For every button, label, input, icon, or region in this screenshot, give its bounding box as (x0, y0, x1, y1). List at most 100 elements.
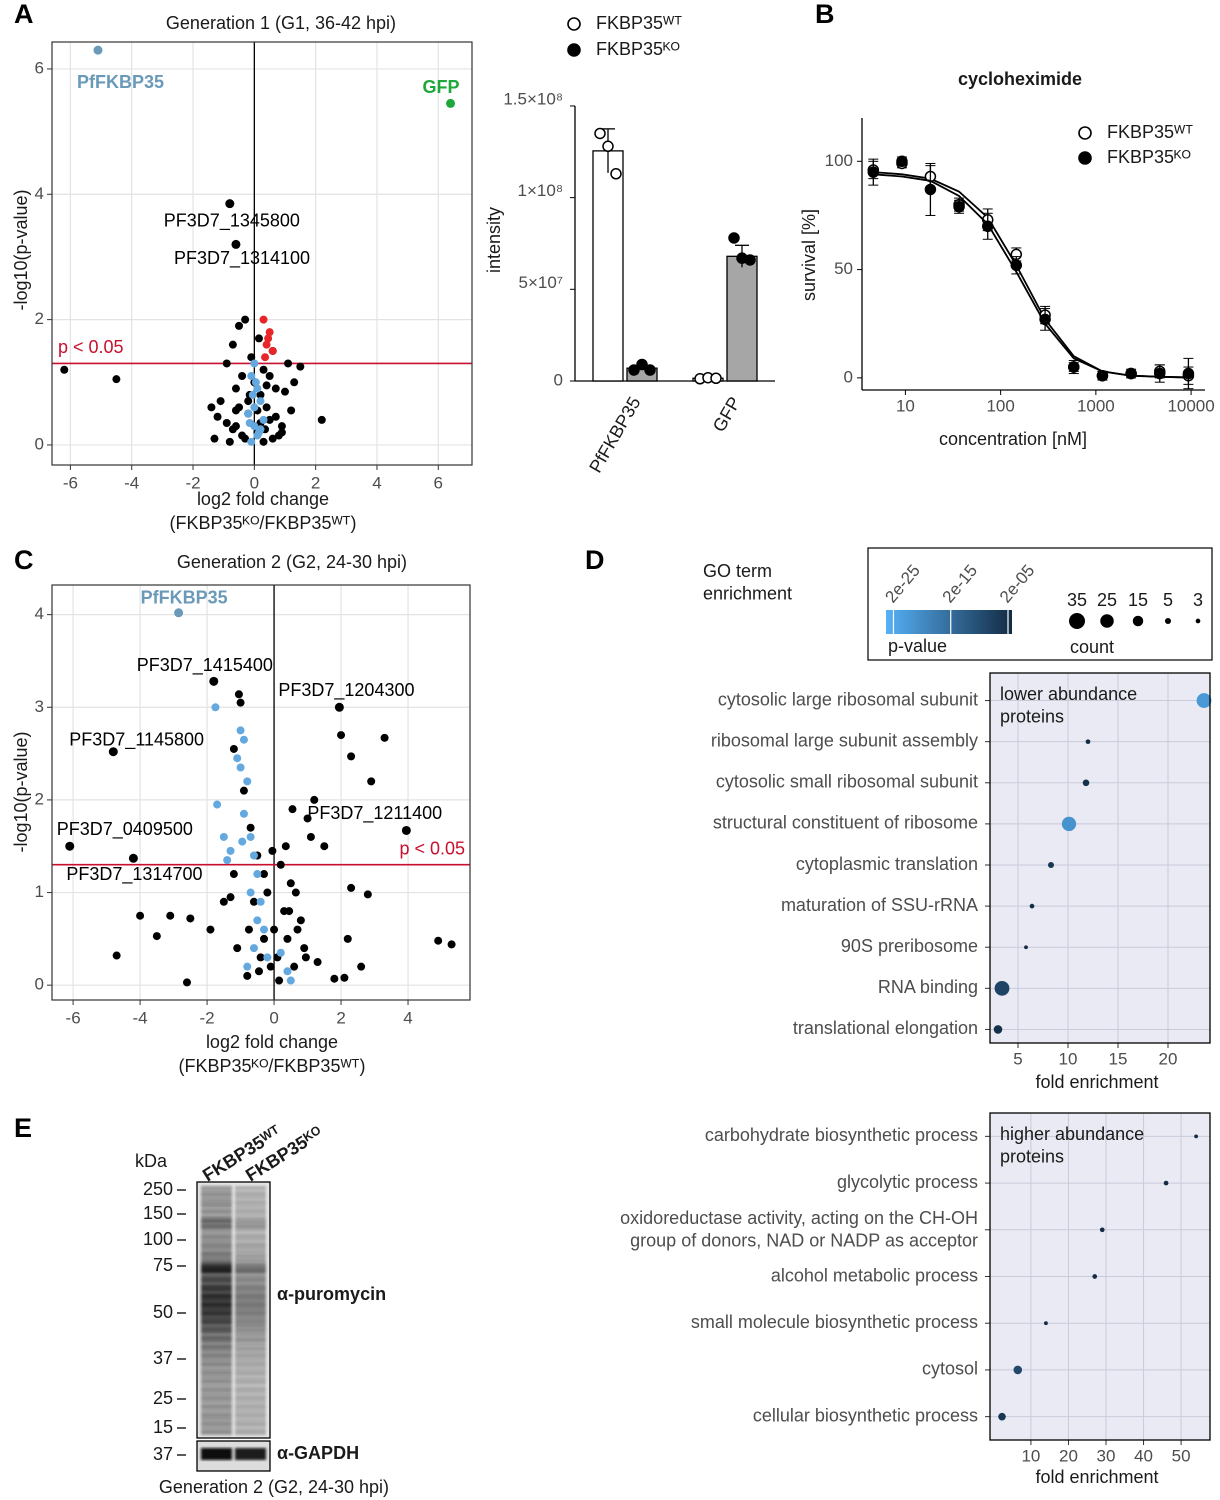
blot-band (235, 1351, 266, 1354)
blot-band (201, 1255, 232, 1258)
panel-letter: A (14, 0, 34, 29)
point (347, 752, 356, 761)
blot-band (201, 1258, 232, 1261)
point (1154, 367, 1166, 380)
legend-marker (567, 43, 581, 57)
x-axis-label: log2 fold change (197, 489, 329, 509)
blot-band (201, 1264, 232, 1267)
point-label: PfFKBP35 (77, 72, 164, 92)
point (276, 860, 285, 869)
bar (592, 150, 624, 382)
blot-band (235, 1327, 266, 1330)
chart-title: Generation 2 (G2, 24-30 hpi) (177, 552, 407, 572)
blot-band (235, 1207, 266, 1210)
blot-band (235, 1240, 266, 1243)
plot-frame (51, 584, 471, 1001)
point (234, 690, 243, 699)
x-tick-label: -4 (133, 1008, 148, 1027)
point (60, 365, 69, 374)
point (268, 434, 277, 443)
point (262, 340, 271, 349)
blot-band (201, 1327, 232, 1330)
legend-label: FKBP35ᵂᵀ (1107, 122, 1193, 142)
blot-band (235, 1384, 266, 1387)
blot-band (201, 1363, 232, 1366)
marker-label: 250 (143, 1179, 173, 1199)
blot-band (235, 1282, 266, 1285)
blot-band (201, 1225, 232, 1228)
point (953, 201, 965, 213)
enrichment-dot (1194, 1134, 1199, 1139)
point (246, 888, 255, 897)
blot-band (201, 1195, 232, 1198)
blot-band (201, 1357, 232, 1360)
point-label: PF3D7_1314700 (66, 864, 202, 885)
point (1182, 367, 1195, 380)
point (290, 378, 299, 387)
marker-label: 37 (153, 1444, 173, 1464)
blot-band (235, 1387, 266, 1390)
point (1068, 361, 1080, 373)
y-tick-label: 3 (35, 697, 44, 716)
blot-band (201, 1231, 232, 1234)
point (254, 334, 263, 343)
point (223, 856, 232, 865)
blot-band (201, 1426, 232, 1429)
point-label: GFP (423, 77, 460, 97)
x-tick-label: 20 (1159, 1049, 1178, 1068)
size-legend-dot (1132, 615, 1144, 627)
point (303, 814, 312, 823)
category-label: carbohydrate biosynthetic process (705, 1125, 978, 1145)
point (250, 403, 259, 412)
blot-band (235, 1426, 266, 1429)
y-axis-label: -log10(p-value) (11, 731, 31, 852)
blot-band (201, 1303, 232, 1306)
blot-band (235, 1411, 266, 1414)
point-label: PF3D7_1415400 (137, 655, 273, 676)
blot-band (235, 1369, 266, 1372)
colorbar-title: p-value (888, 636, 947, 656)
x-tick-label: -6 (66, 1008, 81, 1027)
blot-band (235, 1246, 266, 1249)
point-label: PF3D7_1345800 (164, 210, 300, 231)
category-label: cytosolic large ribosomal subunit (718, 689, 978, 709)
blot-band (235, 1249, 266, 1252)
point (186, 914, 195, 923)
point (226, 846, 235, 855)
category-label: alcohol metabolic process (771, 1265, 978, 1285)
panel-letter: D (585, 545, 605, 575)
blot-band (201, 1318, 232, 1321)
colorbar-tick-label: 2e-05 (996, 561, 1039, 607)
blot-band (201, 1312, 232, 1315)
blot-band (235, 1363, 266, 1366)
point (229, 744, 238, 753)
point (238, 372, 247, 381)
blot-band (201, 1297, 232, 1300)
blot-band (201, 1324, 232, 1327)
enrichment-dot (1163, 1180, 1169, 1186)
point (337, 731, 346, 740)
point (1010, 259, 1023, 272)
point (310, 795, 319, 804)
x-tick-label: 1000 (1077, 396, 1115, 415)
point (112, 951, 121, 960)
blot-band (201, 1351, 232, 1354)
category-label: glycolytic process (837, 1172, 978, 1192)
point (262, 403, 271, 412)
point (259, 437, 268, 446)
blot-caption: Generation 2 (G2, 24-30 hpi) (159, 1477, 389, 1497)
replicate-point (594, 127, 606, 140)
blot-band (235, 1303, 266, 1306)
y-tick-label: 5×10⁷ (519, 273, 563, 292)
marker-label: 50 (153, 1302, 173, 1322)
blot-band (235, 1231, 266, 1234)
point (219, 897, 228, 906)
marker-label: 75 (153, 1255, 173, 1275)
point (246, 823, 255, 832)
point (235, 321, 244, 330)
enrichment-dot (1029, 903, 1035, 909)
point (216, 397, 225, 406)
blot-band (235, 1336, 266, 1339)
point (225, 199, 235, 209)
